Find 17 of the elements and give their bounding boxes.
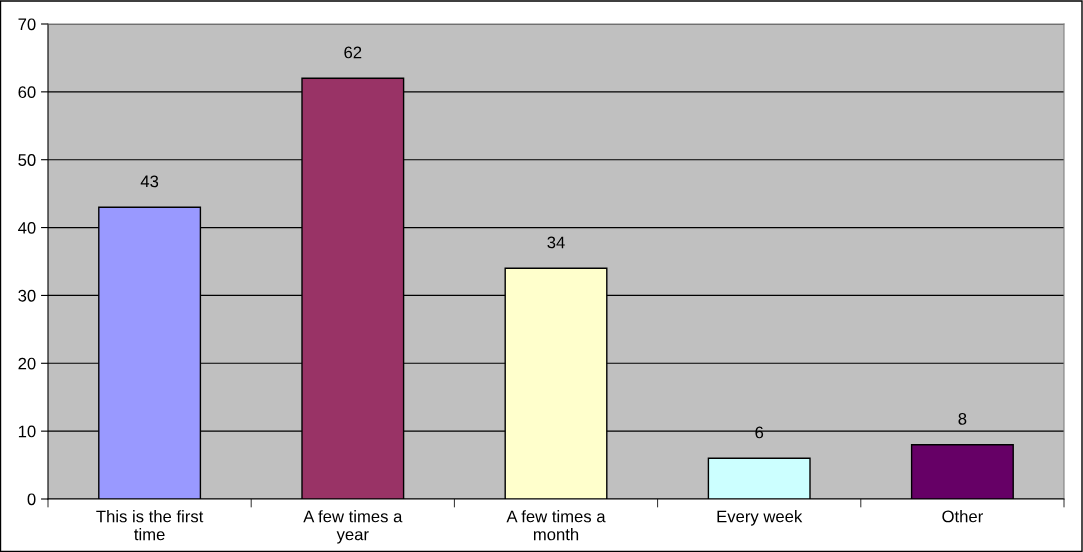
x-tick-label: A few times a year	[303, 510, 403, 544]
y-tick-label: 0	[27, 493, 36, 506]
x-tick-label: Every week	[717, 510, 803, 526]
y-tick-label: 50	[18, 154, 36, 166]
y-tick-label: 10	[18, 425, 36, 438]
y-tick-label: 20	[18, 357, 36, 370]
y-tick-label: 30	[18, 289, 36, 302]
data-label: 62	[344, 46, 362, 59]
y-tick-label: 60	[18, 86, 36, 99]
x-tick-label: A few times a month	[506, 510, 606, 541]
x-tick-label: Other	[942, 510, 983, 523]
y-tick-label: 40	[18, 221, 36, 234]
data-label: 8	[958, 412, 967, 425]
data-label: 34	[547, 236, 565, 249]
data-label: 43	[140, 175, 159, 188]
y-tick-label: 70	[18, 18, 36, 31]
x-tick-label: This is the first time	[96, 510, 204, 541]
